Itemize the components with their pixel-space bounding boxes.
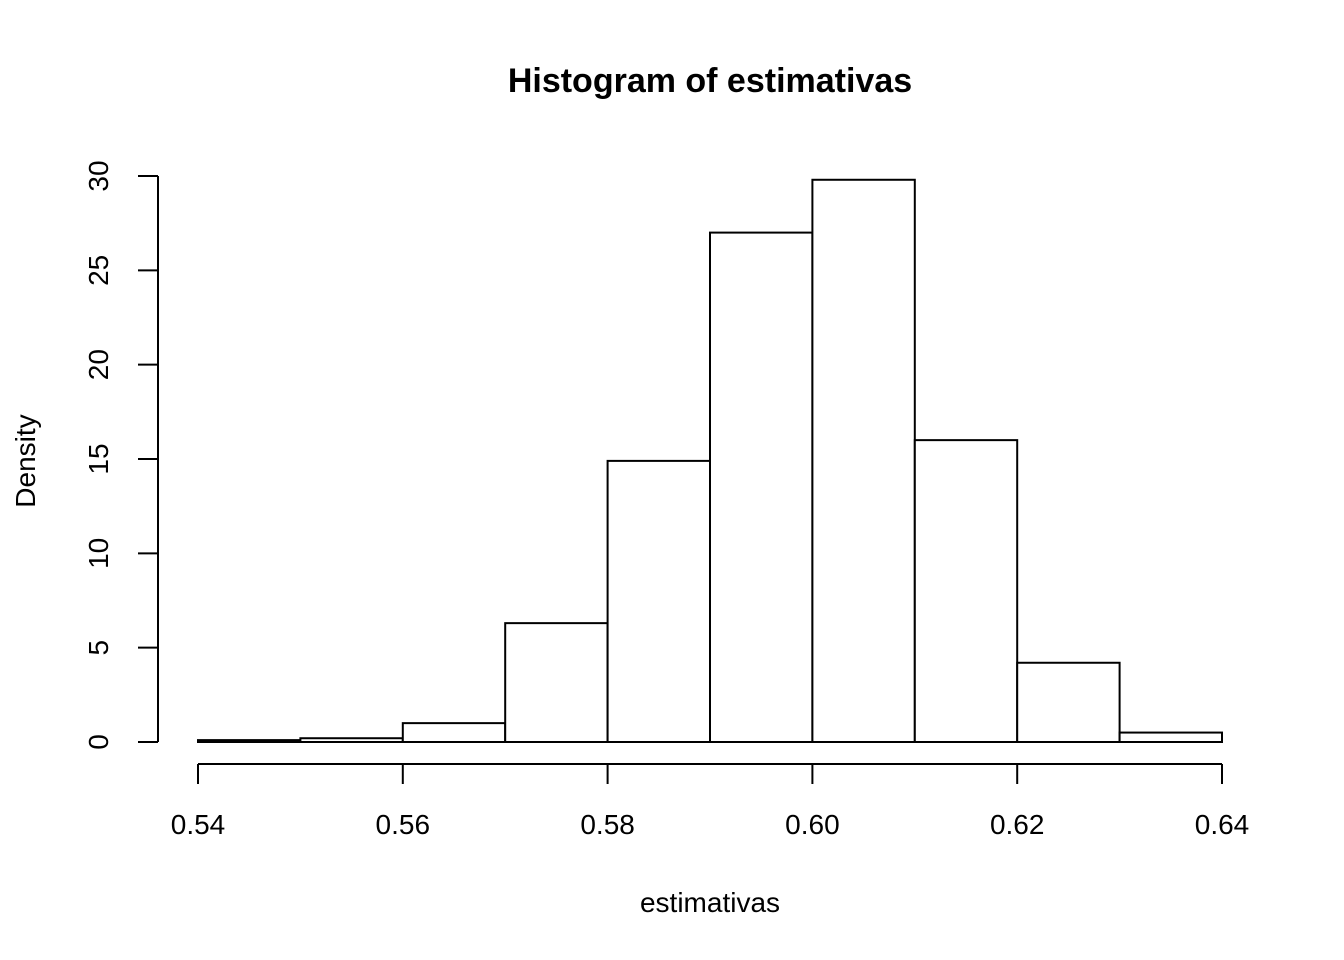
- histogram-bar: [811, 178, 916, 744]
- histogram-bar: [913, 439, 1019, 743]
- x-axis-label: estimativas: [640, 887, 780, 918]
- x-axis: 0.54 0.56 0.58 0.60 0.62 0.64: [171, 763, 1250, 840]
- bars-group: [197, 178, 1223, 744]
- x-tick-label: 0.54: [171, 809, 226, 840]
- chart-title: Histogram of estimativas: [508, 62, 912, 100]
- y-tick-label: 5: [83, 640, 114, 656]
- x-tick-label: 0.60: [785, 809, 840, 840]
- x-tick-label: 0.62: [990, 809, 1045, 840]
- y-tick-label: 15: [83, 443, 114, 474]
- histogram-bar: [401, 722, 507, 744]
- y-tick-label: 25: [83, 255, 114, 286]
- histogram-bar: [197, 739, 302, 744]
- x-tick-label: 0.58: [580, 809, 635, 840]
- histogram-bar: [709, 231, 814, 743]
- y-axis: 0 5 10 15 20 25 30: [83, 160, 159, 750]
- x-tick-label: 0.56: [376, 809, 431, 840]
- y-tick-label: 10: [83, 538, 114, 569]
- histogram-bar: [299, 737, 404, 744]
- y-tick-label: 20: [83, 349, 114, 380]
- y-axis-label: Density: [10, 414, 41, 507]
- x-tick-label: 0.64: [1195, 809, 1250, 840]
- y-tick-label: 30: [83, 160, 114, 191]
- y-tick-label: 0: [83, 734, 114, 750]
- histogram-bar: [1016, 661, 1121, 744]
- histogram-bar: [606, 459, 711, 743]
- histogram-bar: [1118, 731, 1223, 743]
- histogram-bar: [504, 622, 609, 744]
